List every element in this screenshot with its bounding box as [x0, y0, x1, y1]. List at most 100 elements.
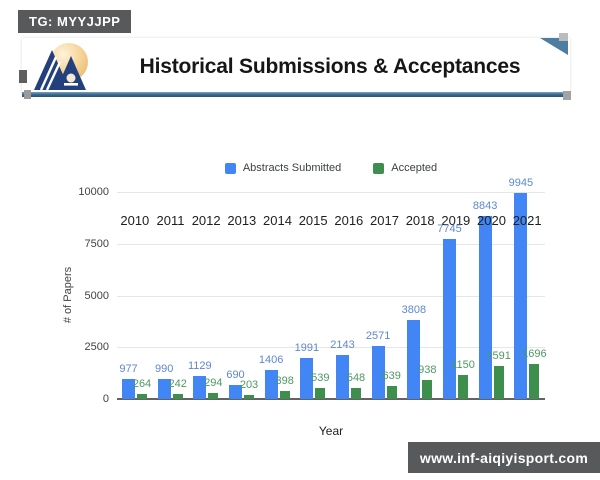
legend-item-abstracts-submitted: Abstracts Submitted — [224, 162, 342, 174]
legend-label: Accepted — [391, 162, 438, 174]
abstracts-submitted-bar — [122, 378, 135, 399]
mountains-icon — [34, 50, 86, 91]
abstracts-submitted-bar — [443, 238, 456, 399]
title-underline — [22, 92, 566, 97]
bar-value-label: 203 — [239, 378, 259, 391]
abstracts-submitted-bar — [514, 193, 528, 399]
accepted-bar — [422, 379, 433, 399]
accepted-bar — [493, 366, 504, 399]
x-tick-label: 2011 — [156, 213, 185, 228]
bar-value-label: 2143 — [330, 338, 355, 351]
legend-swatch-green — [373, 162, 385, 174]
abstracts-submitted-bar — [407, 320, 421, 399]
chart-legend: Abstracts Submitted Accepted — [117, 162, 545, 174]
bar-value-label: 990 — [154, 362, 174, 375]
bar-value-label: 548 — [346, 371, 366, 384]
abstracts-submitted-bar — [371, 345, 385, 399]
y-tick-label: 0 — [102, 393, 109, 405]
bar-value-label: 3808 — [401, 304, 427, 317]
bar-value-label: 1150 — [451, 359, 475, 372]
bar-value-label: 7745 — [437, 222, 462, 235]
bar-value-label: 398 — [275, 374, 294, 387]
abstracts-submitted-bar — [336, 354, 349, 399]
bar-value-label: 2571 — [365, 329, 391, 342]
legend-swatch-blue — [224, 162, 236, 174]
bar-group-2019: 7745 1150 — [437, 192, 475, 399]
bar-chart-plot-area: 0 2500 5000 7500 10000 977 264 990 242 1129 294 690… — [78, 177, 547, 405]
gridline — [117, 192, 545, 193]
watermark-badge-bottom: www.inf-aiqiyisport.com — [408, 442, 600, 473]
selection-handle — [19, 70, 27, 83]
x-axis-title: Year — [318, 424, 344, 438]
bar-value-label: 8843 — [472, 199, 498, 212]
bar-value-label: 294 — [204, 376, 223, 389]
bar-value-label: 242 — [168, 378, 187, 390]
x-tick-label: 2013 — [227, 213, 257, 228]
legend-item-accepted: Accepted — [373, 162, 437, 174]
x-tick-label: 2014 — [263, 213, 292, 228]
accepted-bar — [529, 363, 540, 399]
bar-value-label: 264 — [132, 377, 152, 390]
selection-handle — [563, 91, 571, 100]
title-banner: Historical Submissions & Acceptances — [22, 38, 570, 97]
accepted-bar — [279, 390, 290, 399]
selection-handle — [559, 33, 568, 41]
watermark-badge-top: TG: MYYJJPP — [18, 10, 132, 33]
corner-triangle-decoration — [540, 38, 568, 55]
bar-value-label: 977 — [119, 362, 138, 375]
accepted-bar — [386, 385, 397, 399]
y-tick-label: 5000 — [84, 289, 109, 302]
abstracts-submitted-bar — [264, 369, 278, 399]
accepted-bar — [244, 394, 254, 399]
abstracts-submitted-bar — [193, 375, 207, 399]
x-tick-label: 2015 — [298, 213, 328, 228]
x-tick-label: 2018 — [405, 213, 435, 228]
abstracts-submitted-bar — [229, 384, 242, 399]
accepted-bar — [458, 375, 468, 399]
bar-value-label: 1991 — [294, 341, 320, 354]
bar-group-2013: 690 203 — [224, 192, 260, 399]
bar-group-2020: 8843 1591 — [472, 192, 511, 399]
bar-group-2012: 1129 294 — [188, 192, 224, 399]
legend-label: Abstracts Submitted — [242, 162, 342, 174]
bar-value-label: 1129 — [188, 359, 212, 372]
x-tick-label: 2019 — [441, 213, 471, 228]
bar-value-label: 938 — [418, 363, 437, 376]
x-tick-label: 2020 — [477, 213, 506, 228]
iaa-logo-icon — [32, 42, 90, 92]
bar-value-label: 1696 — [522, 347, 547, 360]
bar-group-2011: 990 242 — [153, 192, 189, 399]
bar-value-label: 1406 — [258, 353, 284, 366]
bar-value-label: 1591 — [486, 350, 511, 363]
gridline — [117, 295, 545, 297]
abstracts-submitted-bar — [157, 378, 171, 399]
abstracts-submitted-bar — [300, 357, 314, 399]
abstracts-submitted-bar — [478, 215, 492, 399]
x-tick-label: 2021 — [512, 213, 542, 228]
bar-group-2015: 1991 539 — [295, 192, 331, 399]
x-tick-label: 2017 — [370, 213, 399, 228]
accepted-bar — [208, 392, 219, 399]
x-tick-label: 2016 — [334, 213, 364, 228]
bar-value-label: 639 — [382, 369, 401, 382]
bar-value-label: 690 — [226, 368, 245, 381]
page-title: Historical Submissions & Acceptances — [139, 54, 521, 78]
accepted-bar — [172, 394, 183, 399]
bar-value-label: 9945 — [508, 177, 534, 190]
accepted-bar — [315, 387, 326, 399]
gridline — [117, 347, 545, 349]
y-tick-label: 10000 — [78, 186, 109, 198]
bar-group-2021: 9945 1696 — [509, 177, 547, 399]
x-tick-label: 2010 — [120, 213, 150, 228]
selection-handle — [24, 90, 31, 99]
y-tick-label: 7500 — [84, 237, 109, 250]
y-axis-title: # of Papers — [62, 266, 74, 324]
accepted-bar — [351, 387, 361, 399]
x-tick-label: 2012 — [191, 213, 221, 228]
bar-group-2017: 2571 639 — [365, 192, 403, 399]
gridline — [117, 243, 545, 245]
bar-group-2016: 2143 548 — [330, 192, 367, 399]
accepted-bar — [137, 393, 147, 399]
bar-group-2010: 977 264 — [117, 192, 153, 399]
